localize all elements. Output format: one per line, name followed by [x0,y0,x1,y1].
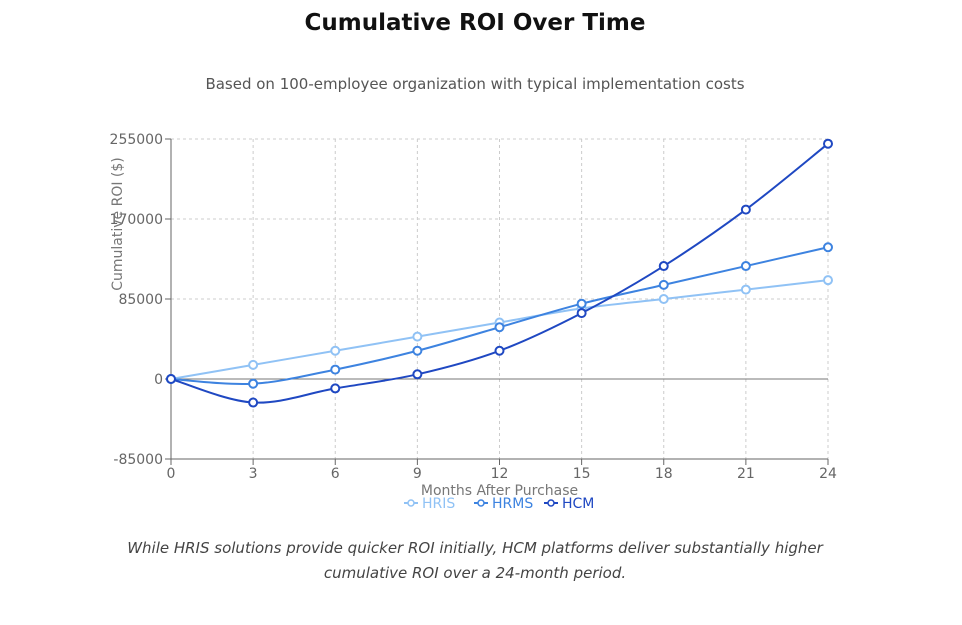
x-tick-label: 18 [655,466,673,482]
data-point-hcm [248,397,259,408]
chart-caption: While HRIS solutions provide quicker ROI… [127,539,823,582]
data-point-hrms [412,345,423,356]
data-point-hcm [412,369,423,380]
y-tick-label: 170000 [110,212,163,228]
y-axis-title: Cumulative ROI ($) [110,157,126,291]
data-point-hcm [823,138,833,149]
data-point-hcm [576,308,587,319]
x-tick-label: 15 [573,466,591,482]
data-point-hrms [576,298,587,309]
y-tick-label: 255000 [110,132,163,148]
x-axis-title: Months After Purchase [421,483,578,499]
series-lines [166,138,833,408]
data-point-hcm [330,383,341,394]
data-point-hcm [658,261,669,272]
data-point-hrms [330,364,341,375]
data-point-hrms [740,261,751,272]
legend-marker-hcm [547,499,555,507]
data-point-hrms [494,322,505,333]
legend-label-hcm[interactable]: HCM [562,496,594,512]
x-tick-label: 0 [167,466,176,482]
data-point-hcm [494,345,505,356]
y-tick-label: 85000 [118,292,163,308]
data-point-hrms [248,378,259,389]
axes: 0 3 6 9 12 15 18 21 24-85000085000170000255000Mo… [110,132,837,499]
y-tick-label: -85000 [113,452,163,468]
data-point-hcm [740,204,751,215]
x-tick-label: 12 [491,466,509,482]
data-point-hrms [658,279,669,290]
x-tick-label: 3 [249,466,258,482]
data-point-hris [330,345,341,356]
data-point-hris [740,284,751,295]
data-point-hris [658,294,669,304]
data-point-hrms [823,242,833,253]
chart-title: Cumulative ROI Over Time [304,10,646,36]
legend[interactable]: HRIS HRMS HCM [404,496,594,512]
legend-marker-hrms [477,499,485,507]
chart-subtitle: Based on 100-employee organization with … [205,75,745,93]
x-tick-label: 6 [331,466,340,482]
x-tick-label: 24 [819,466,837,482]
legend-label-hris[interactable]: HRIS [422,496,455,512]
y-tick-label: 0 [154,372,163,388]
data-point-hris [823,275,833,286]
data-point-hris [248,359,259,370]
legend-marker-hris [407,499,415,507]
grid-lines [170,138,829,460]
data-point-hcm [166,374,176,384]
legend-label-hrms[interactable]: HRMS [492,496,533,512]
x-tick-label: 9 [413,466,422,482]
x-tick-label: 21 [737,466,755,482]
data-point-hris [412,331,423,342]
